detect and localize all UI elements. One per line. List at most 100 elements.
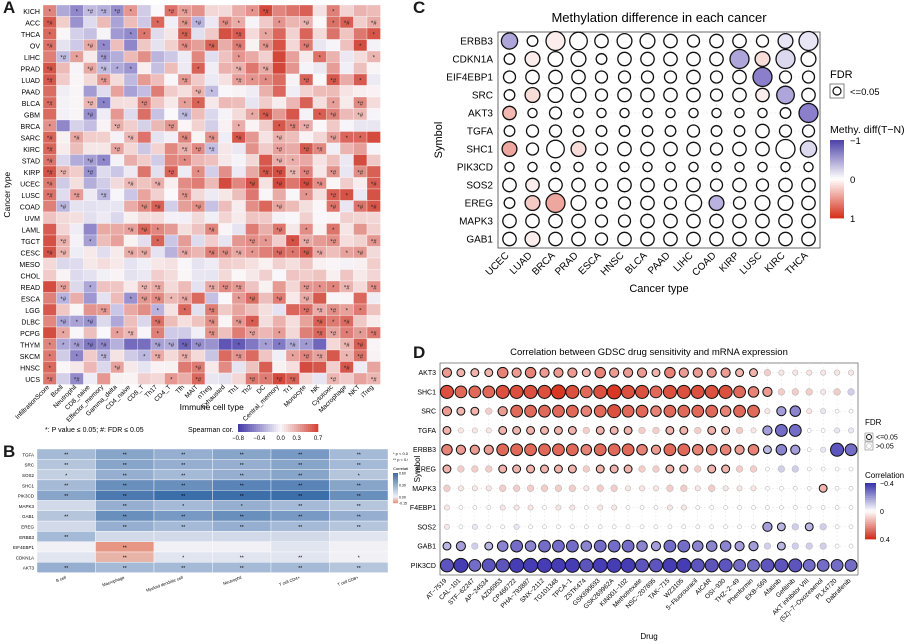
a-cell [326,269,341,282]
a-cell [110,154,125,167]
a-cell [272,108,287,121]
c-dot [663,178,678,192]
panel-d-dotplot: Correlation between GDSC drug sensitivit… [410,347,904,641]
d-y-tick-label: SOS2 [417,524,436,531]
a-cell [42,234,57,247]
a-significance-mark: *# [330,308,336,314]
a-cell [339,96,354,109]
a-legend-swatch [312,424,315,432]
a-cell [56,108,71,121]
a-cell [110,269,125,282]
a-cell [191,326,206,339]
a-cell [110,73,125,86]
d-dot [636,367,648,378]
d-dot [723,505,728,510]
d-dot [776,406,787,417]
a-cell [285,96,300,109]
a-cell [339,211,354,224]
a-legend-swatch [278,424,281,432]
c-x-axis-label: Cancer type [629,283,688,295]
d-dot [830,442,845,457]
c-dot [732,69,747,85]
b-legend-swatch [393,473,398,475]
d-legend-color-tick: 0 [880,509,884,516]
a-significance-mark: *# [222,21,228,27]
a-significance-mark: *# [141,297,147,303]
d-dot [455,444,467,455]
a-cell [218,165,233,178]
a-cell [218,4,233,17]
d-dot [524,366,537,379]
a-cell [366,292,381,305]
a-significance-mark: * [157,21,160,27]
a-cell [96,280,111,293]
c-dot [709,33,724,49]
c-dot [548,231,563,247]
b-legend-swatch [393,479,398,481]
a-cell [110,27,125,40]
a-cell [366,315,381,328]
a-cell [353,62,368,75]
d-dot [552,539,565,553]
c-dot [570,194,587,212]
a-cell [285,280,300,293]
a-cell [312,39,327,52]
d-dot [537,557,552,573]
c-dot [732,213,747,229]
a-cell [96,269,111,282]
a-significance-mark: *# [128,182,134,188]
d-dot [749,368,758,378]
a-cell [258,85,273,98]
d-dot [609,464,619,474]
d-dot [441,367,453,378]
a-cell [339,142,354,155]
c-dot [501,140,518,158]
d-dot [526,484,535,492]
d-legend-swatch [865,488,876,491]
c-dot [729,48,750,70]
a-x-axis-label: Immune cell type [180,402,245,412]
a-significance-mark: *# [290,124,296,130]
a-row-label: CESC [21,250,40,257]
d-dot [444,523,450,530]
a-cell [137,131,152,144]
d-dot [650,405,662,417]
a-cell [231,108,246,121]
d-dot [584,524,589,530]
a-legend-swatch [292,424,295,432]
a-cell [110,303,125,316]
d-y-tick-label: TGFA [418,428,437,435]
a-cell [272,269,287,282]
a-significance-mark: *# [60,320,66,326]
c-dot [617,70,632,84]
c-dot [619,161,630,173]
c-x-tick-label: PAAD [646,250,673,277]
c-dot [778,70,793,84]
a-significance-mark: *# [47,78,53,84]
a-cell [177,85,192,98]
a-cell [137,234,152,247]
b-legend-swatch [393,494,398,496]
d-dot [706,367,717,378]
d-dot [620,557,636,573]
d-dot [594,366,606,379]
d-dot [639,485,645,492]
a-significance-mark: *# [182,354,188,360]
b-cell [95,531,155,542]
a-significance-mark: *# [303,297,309,303]
d-dot [681,524,687,530]
a-cell [204,119,219,132]
a-significance-mark: *# [209,228,215,234]
a-cell [312,338,327,351]
d-dot [554,484,563,492]
a-cell [191,4,206,17]
d-dot [763,369,772,377]
c-dot [686,177,701,193]
d-dot [542,524,547,530]
a-cell [353,234,368,247]
a-cell [177,326,192,339]
d-dot [580,443,593,456]
b-legend-swatch [393,498,398,500]
d-dot [564,557,580,573]
a-cell [137,16,152,29]
